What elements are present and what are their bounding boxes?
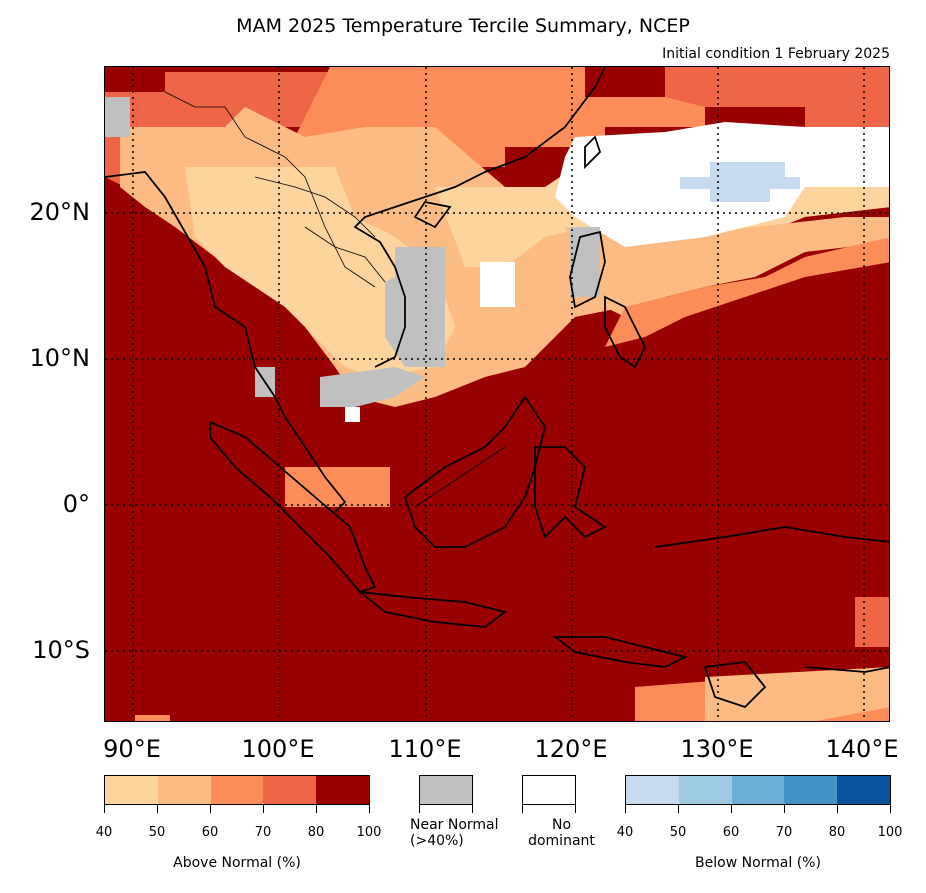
above-tick-70: 70	[254, 825, 272, 840]
near-normal-swatch	[419, 775, 473, 805]
swatch-above-60-70	[210, 776, 264, 804]
swatch-below-70-80	[784, 776, 838, 804]
swatch-below-80-100	[837, 776, 890, 804]
lon-label-110e: 110°E	[388, 735, 462, 763]
no-dominant-caption: No dominant	[509, 817, 614, 849]
region-near-normal-gulf	[320, 367, 425, 407]
lon-label-130e: 130°E	[680, 735, 754, 763]
swatch-below-50-60	[678, 776, 732, 804]
region-above-south-east	[855, 597, 889, 647]
below-tick-40: 40	[616, 825, 634, 840]
region-near-normal-nw	[105, 97, 130, 137]
tercile-map	[105, 67, 889, 721]
no-dominant-label-1: No	[551, 817, 572, 833]
swatch-above-70-80	[263, 776, 317, 804]
below-tick-50: 50	[669, 825, 687, 840]
near-normal-threshold: (>40%)	[410, 833, 464, 849]
swatch-below-60-70	[731, 776, 785, 804]
above-normal-caption: Above Normal (%)	[173, 855, 301, 871]
region-above-70-pacific	[665, 67, 889, 127]
colorbar-above-normal	[104, 775, 370, 805]
above-tick-60: 60	[201, 825, 219, 840]
region-no-dominant-small	[345, 407, 360, 422]
region-above-south-pink	[135, 715, 170, 721]
region-above-south-aus	[705, 667, 889, 721]
below-tick-80: 80	[828, 825, 846, 840]
swatch-above-50-60	[157, 776, 211, 804]
lon-label-140e: 140°E	[825, 735, 899, 763]
lon-label-120e: 120°E	[534, 735, 608, 763]
above-tick-100: 100	[356, 825, 382, 840]
swatch-below-40-50	[626, 776, 679, 804]
lat-label-10s: 10°S	[32, 636, 90, 664]
borders	[164, 91, 506, 508]
region-no-dominant-scs	[480, 262, 515, 307]
near-normal-caption: Near Normal (>40%)	[410, 817, 530, 849]
swatch-above-40-50	[105, 776, 158, 804]
below-tick-70: 70	[775, 825, 793, 840]
above-tick-40: 40	[95, 825, 113, 840]
lat-label-0: 0°	[62, 490, 90, 518]
no-dominant-swatch	[522, 775, 576, 805]
map-subtitle: Initial condition 1 February 2025	[662, 46, 890, 62]
coastlines	[105, 67, 889, 709]
graticule	[105, 67, 889, 721]
region-below-40	[680, 162, 800, 202]
lon-label-90e: 90°E	[103, 735, 161, 763]
map-panel	[104, 66, 890, 722]
below-normal-caption: Below Normal (%)	[695, 855, 821, 871]
region-above-malaya	[285, 467, 390, 507]
above-tick-50: 50	[148, 825, 166, 840]
region-near-normal-vietnam	[385, 247, 445, 367]
lat-label-10n: 10°N	[29, 344, 91, 372]
region-above-60-east	[605, 237, 889, 347]
lon-label-100e: 100°E	[241, 735, 315, 763]
swatch-above-80-100	[316, 776, 369, 804]
lat-label-20n: 20°N	[29, 198, 91, 226]
no-dominant-label-2: dominant	[528, 833, 595, 849]
map-title: MAM 2025 Temperature Tercile Summary, NC…	[236, 15, 690, 37]
near-normal-label: Near Normal	[410, 817, 499, 833]
below-tick-60: 60	[722, 825, 740, 840]
above-tick-80: 80	[307, 825, 325, 840]
colorbar-below-normal	[625, 775, 891, 805]
below-tick-100: 100	[877, 825, 903, 840]
